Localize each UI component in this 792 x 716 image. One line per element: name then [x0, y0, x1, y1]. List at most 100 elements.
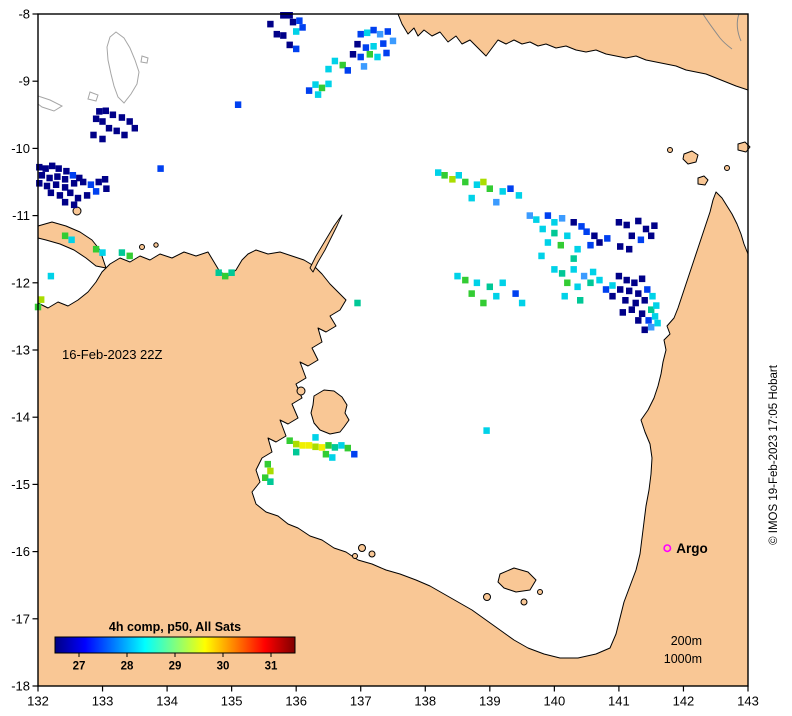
- sst-cell: [641, 326, 648, 334]
- sst-cell: [473, 181, 481, 188]
- sst-cell: [376, 30, 384, 38]
- sst-cell: [126, 118, 133, 125]
- sst-cell: [325, 80, 332, 88]
- sst-cell: [46, 174, 53, 182]
- sst-cell: [644, 286, 651, 293]
- sst-cell: [293, 440, 300, 448]
- river-line: [702, 13, 733, 50]
- sst-cell: [589, 268, 597, 276]
- sst-cell: [318, 84, 326, 92]
- sst-cell: [570, 255, 577, 262]
- sst-cell: [631, 279, 638, 287]
- sst-cell: [222, 272, 229, 280]
- sst-cell: [632, 299, 639, 307]
- sst-cell: [267, 20, 274, 28]
- y-tick-label: -12: [11, 275, 30, 290]
- sst-cell: [338, 442, 345, 449]
- sst-cell: [103, 185, 110, 192]
- sst-cell: [357, 53, 364, 61]
- sst-cell: [118, 114, 126, 121]
- sst-cell: [87, 181, 95, 188]
- sst-cell: [383, 49, 390, 57]
- sst-cell: [52, 181, 60, 188]
- sst-cell: [299, 442, 306, 449]
- sst-cell: [635, 290, 642, 297]
- sst-cell: [617, 243, 624, 250]
- sst-cell: [551, 219, 558, 226]
- sst-cell: [515, 192, 523, 199]
- sst-cell: [215, 269, 222, 276]
- sst-cell: [280, 32, 287, 39]
- sst-cell: [329, 454, 336, 461]
- argo-label: Argo: [676, 541, 708, 556]
- sst-cell: [102, 107, 109, 115]
- sst-cell: [109, 111, 117, 119]
- sst-cell: [651, 222, 658, 229]
- sst-cell: [557, 241, 564, 249]
- sst-cell: [61, 184, 69, 191]
- torres-island-1: [682, 150, 699, 165]
- sst-cell: [574, 283, 581, 291]
- sst-cell: [56, 192, 64, 199]
- sst-cell: [455, 172, 462, 179]
- sst-cell: [577, 297, 584, 304]
- sst-cell: [69, 172, 77, 179]
- tanimbar-island: [106, 31, 140, 104]
- sst-cell: [262, 474, 269, 481]
- sst-cell: [312, 434, 319, 441]
- depth-contour-1000m-label: 1000m: [664, 652, 702, 666]
- y-tick-label: -16: [11, 544, 30, 559]
- sst-cell: [558, 270, 566, 277]
- sst-cell: [454, 272, 461, 280]
- sst-cell: [90, 131, 97, 139]
- sst-cell: [331, 57, 339, 65]
- sst-cell: [468, 290, 475, 297]
- x-tick-label: 135: [221, 694, 243, 709]
- land-layer: [37, 13, 751, 687]
- sst-cell: [96, 108, 103, 115]
- sst-cell: [570, 219, 577, 226]
- sst-cell: [331, 444, 339, 451]
- sst-cell: [101, 176, 109, 183]
- mornington-island: [497, 567, 537, 593]
- sst-cell: [354, 299, 361, 307]
- sst-cell: [43, 182, 51, 190]
- sst-cell: [63, 167, 70, 175]
- sst-cell: [468, 194, 475, 202]
- colorbar-tick-label: 27: [73, 661, 86, 673]
- sst-cell: [83, 192, 91, 199]
- sst-cell: [113, 127, 120, 135]
- sst-cell: [587, 279, 594, 287]
- sst-cell: [462, 276, 469, 284]
- sst-cell: [493, 198, 500, 206]
- imos-credit-label: © IMOS 19-Feb-2023 17:05 Hobart: [768, 364, 780, 545]
- sst-cell: [580, 272, 588, 280]
- sst-cell: [339, 61, 346, 69]
- sst-cell: [118, 249, 126, 256]
- croker-island: [72, 206, 82, 216]
- sst-cell: [617, 286, 624, 293]
- sst-cell: [623, 276, 630, 284]
- sst-cell: [264, 460, 271, 468]
- sst-cell: [512, 290, 519, 297]
- sst-cell: [322, 450, 330, 458]
- sst-cell: [648, 323, 655, 331]
- sst-cell: [538, 252, 545, 260]
- sst-cell: [653, 302, 660, 309]
- colorbar-ticks: 27 28 29 30 31: [73, 653, 278, 673]
- sst-cell: [70, 180, 78, 187]
- x-tick-label: 136: [285, 694, 307, 709]
- sst-cell: [273, 30, 280, 38]
- goulburn-island: [139, 244, 145, 250]
- wessel-islands: [309, 214, 343, 273]
- y-tick-label: -14: [11, 410, 30, 425]
- sst-cell: [638, 275, 646, 283]
- pellew-island-2: [368, 550, 376, 558]
- sst-cell: [228, 269, 235, 276]
- sst-cell: [462, 178, 469, 186]
- sst-cell: [49, 162, 56, 170]
- sst-cell: [642, 225, 650, 233]
- tanimbar-islet-1: [87, 91, 99, 102]
- sst-cell: [587, 241, 594, 249]
